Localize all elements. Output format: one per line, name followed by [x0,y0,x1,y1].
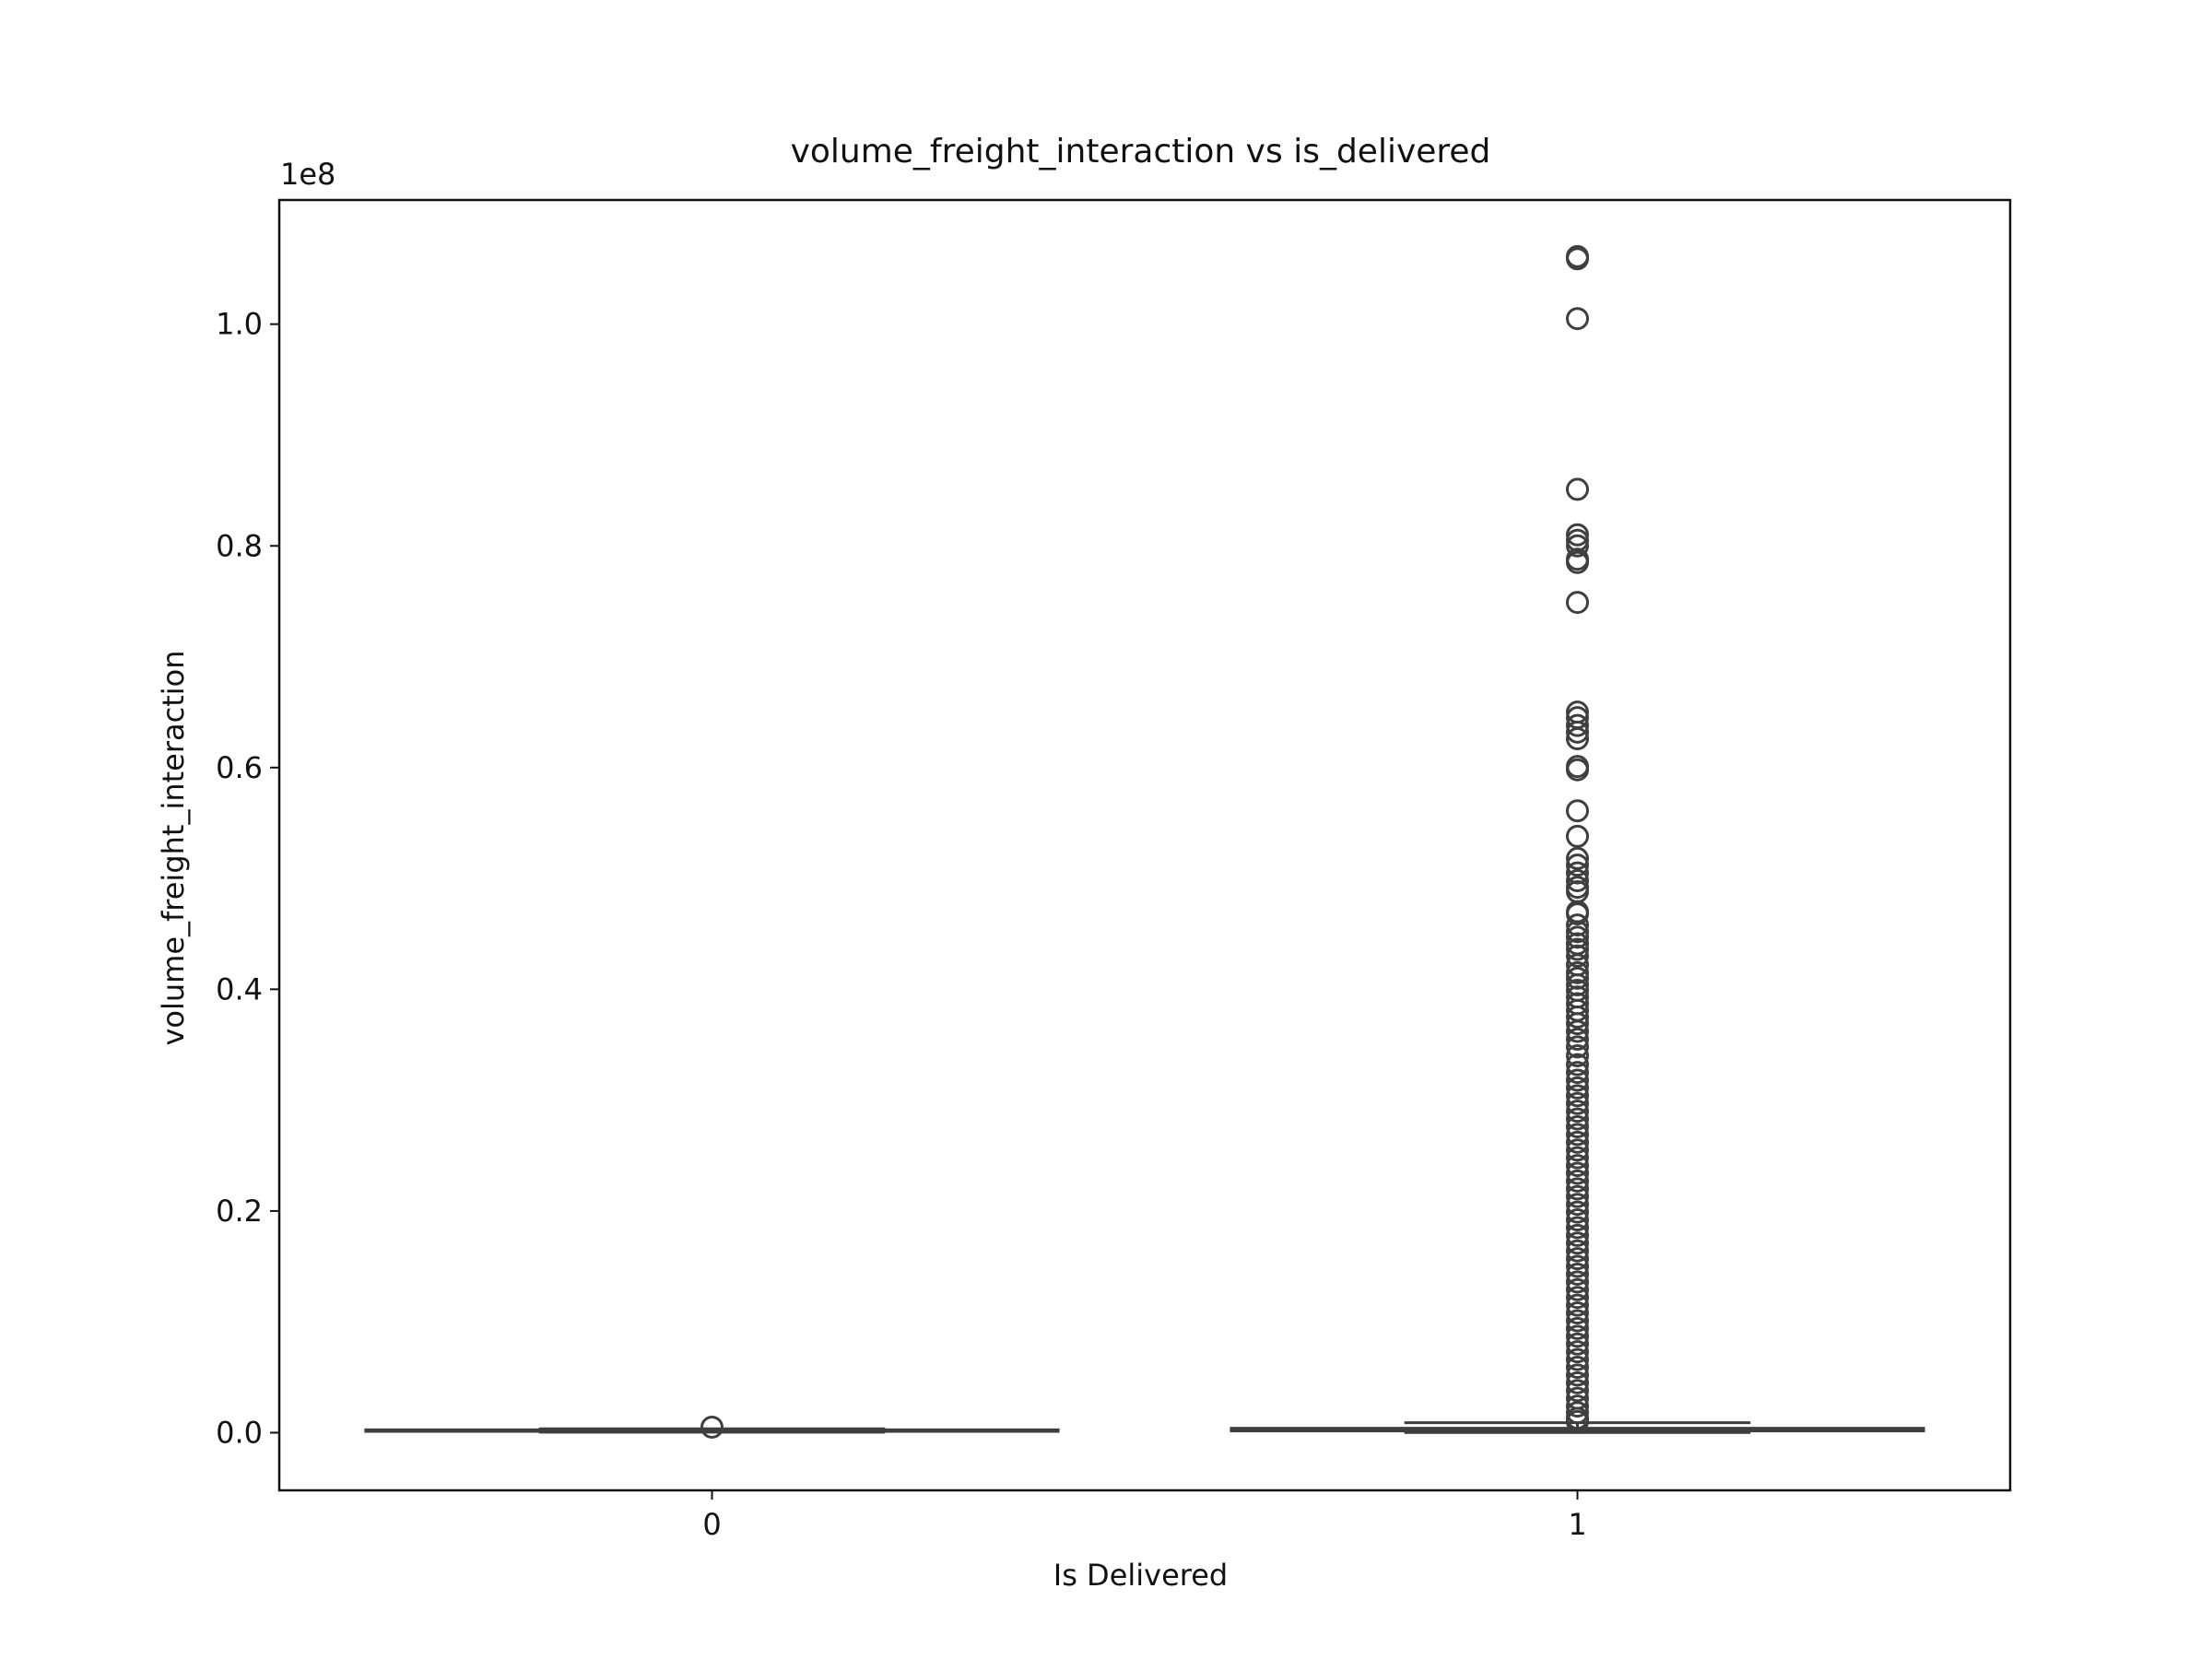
outlier-point [1566,1184,1589,1208]
outlier-point [1566,920,1589,944]
box-group-0 [364,1415,1060,1439]
y-axis-offset-label: 1e8 [280,157,336,192]
x-tick-label: 0 [702,1507,721,1542]
outlier-point [1566,1169,1589,1193]
outlier-point [1566,1177,1589,1201]
outlier-point [1566,1091,1589,1115]
y-tick-label: 0.2 [216,1194,263,1229]
outlier-point [1566,307,1589,331]
outlier-point [1566,846,1589,870]
x-tick-label: 1 [1568,1507,1586,1542]
outlier-point [1566,1363,1589,1387]
outlier-point [1566,1154,1589,1178]
outlier-point [1566,720,1589,744]
outlier-point [1566,1239,1589,1263]
outlier-point [1566,1355,1589,1379]
outlier-point [1566,1208,1589,1232]
outlier-point [1566,1216,1589,1240]
outlier-point [1566,1332,1589,1356]
outlier-point [1566,1254,1589,1278]
outlier-point [1566,966,1589,990]
y-axis-ticks: 0.0 0.2 0.4 0.6 0.8 1.0 [216,307,279,1450]
outlier-point [1566,937,1589,961]
outlier-point [1566,925,1589,949]
outlier-point [1566,1027,1589,1051]
outlier-point [1566,523,1589,547]
outlier-point [1566,1347,1589,1371]
outlier-point [1566,824,1589,848]
outlier-point [1566,1401,1589,1425]
outlier-point [1566,1309,1589,1333]
y-tick-label: 0.6 [216,750,263,785]
box-group-1 [1230,244,1925,1434]
outlier-point [1566,1277,1589,1301]
outlier-point [1566,727,1589,751]
outlier-point [1566,944,1589,968]
outlier-point [1566,1146,1589,1170]
outlier-point [1566,1123,1589,1147]
plot-frame [277,198,2012,1492]
outlier-point [1566,1200,1589,1224]
outlier-point [1566,591,1589,615]
outlier-point [1566,1019,1589,1043]
outlier-point [1566,960,1589,984]
outlier-point [1566,1068,1589,1092]
outlier-point [1566,1114,1589,1138]
outlier-point [1566,1061,1589,1085]
outlier-point [1566,1286,1589,1310]
box-series [364,244,1925,1439]
outlier-point [700,1415,724,1439]
outlier-point [1566,528,1589,552]
outlier-point [1566,713,1589,737]
outlier-point [1566,1107,1589,1131]
outlier-point [1566,1270,1589,1294]
outlier-point [1566,973,1589,997]
outlier-point [1566,1262,1589,1286]
y-axis-label: volume_freight_interaction [156,650,191,1046]
outlier-point [1566,1409,1589,1433]
y-tick-label: 1.0 [216,307,263,342]
outlier-point [1566,758,1589,782]
outlier-point [1566,868,1589,892]
outlier-point [1566,913,1589,937]
outlier-point [1566,1044,1589,1068]
y-tick-label: 0.0 [216,1415,263,1450]
y-tick-label: 0.8 [216,528,263,563]
outlier-point [1566,550,1589,574]
outlier-point [1566,1193,1589,1217]
outlier-point [1566,534,1589,558]
outlier-point [1566,1100,1589,1124]
outlier-point [1566,1324,1589,1348]
x-axis-label: Is Delivered [1053,1558,1229,1593]
outlier-point [1566,1005,1589,1029]
outlier-point [1566,1053,1589,1077]
outlier-point [1566,1130,1589,1154]
outlier-point [1566,853,1589,877]
outlier-point [1566,1076,1589,1100]
y-tick-label: 0.4 [216,971,263,1006]
outlier-point [1566,1231,1589,1255]
outlier-point [1566,1394,1589,1418]
outlier-point [1566,902,1589,926]
outlier-point [1566,1012,1589,1036]
outlier-point [1566,1379,1589,1403]
outlier-point [1566,861,1589,885]
outlier-point [1566,1035,1589,1059]
outlier-point [1566,1223,1589,1247]
outlier-point [1566,1247,1589,1271]
outlier-point [1566,1161,1589,1185]
outlier-point [1566,1371,1589,1394]
outlier-point [1566,1301,1589,1325]
outlier-point [1566,477,1589,501]
outlier-point [1566,1316,1589,1340]
outlier-point [1566,1138,1589,1162]
outlier-point [1566,1293,1589,1317]
outlier-point [1566,1340,1589,1364]
outlier-point [1566,1084,1589,1108]
outlier-point [1566,799,1589,823]
outlier-point [1566,247,1589,271]
chart-title: volume_freight_interaction vs is_deliver… [790,133,1491,171]
